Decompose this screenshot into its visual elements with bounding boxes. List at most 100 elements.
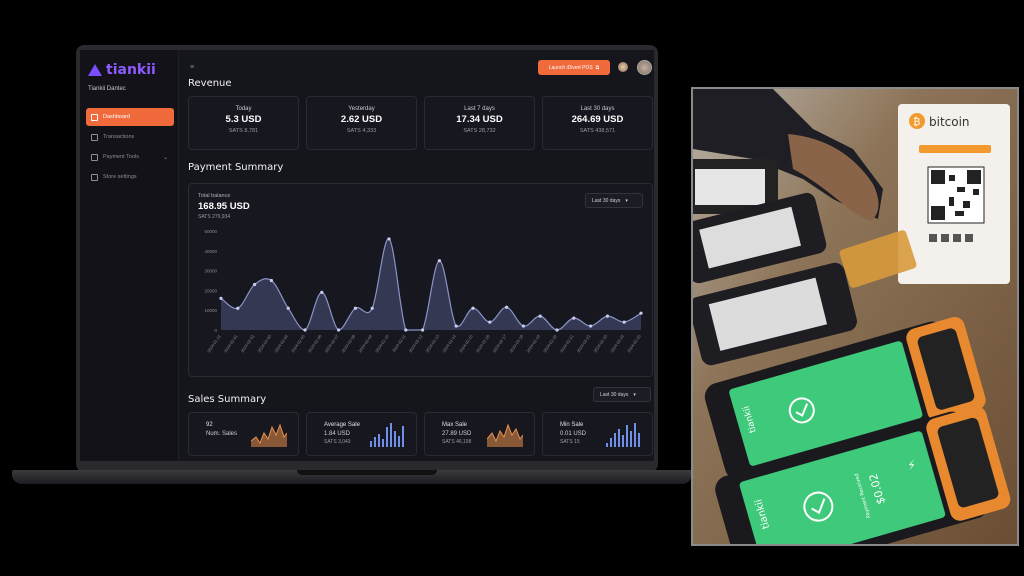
x-tick-label: 2024-02-14 [441, 333, 457, 353]
chart-point[interactable] [320, 290, 324, 294]
chart-point[interactable] [370, 306, 374, 310]
revenue-card-sats: SATS 28,732 [463, 128, 496, 134]
revenue-title: Revenue [188, 78, 232, 89]
x-tick-label: 2024-02-09 [357, 333, 373, 353]
sales-card-sats: SATS 3,043 [324, 439, 351, 445]
revenue-card-sats: SATS 438,571 [579, 128, 616, 134]
chevron-down-icon: ⌄ [162, 154, 168, 161]
store-name: Tiankii Dantec [88, 86, 126, 92]
x-tick-label: 2024-02-19 [525, 333, 541, 353]
sidebar-item-dashboard[interactable]: Dashboard [86, 108, 174, 126]
chart-point[interactable] [236, 306, 240, 310]
revenue-card-value: 2.62 USD [340, 114, 383, 125]
store-settings-icon [91, 173, 98, 181]
revenue-card-label: Yesterday [348, 106, 375, 112]
chart-point[interactable] [404, 328, 408, 332]
chart-point[interactable] [253, 282, 257, 287]
sales-card-value: Num. Sales [206, 431, 238, 437]
chart-point[interactable] [505, 305, 509, 309]
launch-pos-label: Launch iDivert POS [548, 64, 593, 71]
chart-point[interactable] [589, 324, 593, 328]
tiankii-logo-icon [88, 64, 102, 76]
chart-point[interactable] [488, 320, 492, 324]
x-tick-label: 2024-02-03 [256, 333, 272, 353]
sales-card-average-sale: Average Sale 1.84 USD SATS 3,043 [306, 412, 417, 456]
x-tick-label: 2024-02-13 [424, 333, 440, 353]
chart-point[interactable] [337, 328, 341, 332]
sales-card-sats: SATS 46,198 [442, 439, 472, 445]
language-flag-icon[interactable] [618, 62, 628, 72]
payment-range-dropdown[interactable]: Last 30 days ▾ [585, 193, 643, 208]
revenue-card-last-7-days: Last 7 days 17.34 USD SATS 28,732 [424, 96, 535, 150]
x-tick-label: 2024-02-17 [492, 333, 508, 353]
y-tick-label: 0 [214, 328, 217, 333]
x-tick-label: 2024-02-01 [223, 333, 239, 353]
total-balance-sats: SATS 279,934 [198, 214, 231, 220]
revenue-card-today: Today 5.3 USD SATS 8,781 [188, 96, 299, 150]
chart-point[interactable] [521, 324, 525, 328]
revenue-card-label: Last 7 days [464, 106, 495, 112]
brand-logo[interactable]: tiankii [88, 62, 156, 78]
chart-point[interactable] [471, 306, 475, 310]
sidebar: tiankii Tiankii Dantec Dashboard Transac… [80, 50, 179, 461]
launch-pos-button[interactable]: Launch iDivert POS ⧉ [538, 60, 610, 75]
menu-toggle-icon[interactable]: ≡ [190, 64, 195, 71]
bitcoin-label: bitcoin [929, 115, 970, 129]
sidebar-item-store-settings[interactable]: Store settings [86, 168, 174, 186]
revenue-card-label: Today [235, 106, 252, 112]
chart-point[interactable] [454, 324, 458, 328]
sales-card-max-sale: Max Sale 27.89 USD SATS 46,198 [424, 412, 535, 456]
x-tick-label: 2024-02-02 [240, 333, 256, 353]
x-tick-label: 2024-02-08 [340, 333, 356, 353]
chart-point[interactable] [622, 320, 626, 324]
brand-name: tiankii [106, 62, 156, 78]
svg-text:₿: ₿ [913, 116, 920, 128]
avatar[interactable] [637, 60, 652, 75]
sales-card-label: 92 [206, 422, 213, 428]
chevron-down-icon: ▾ [625, 197, 628, 204]
revenue-card-value: 17.34 USD [456, 114, 503, 125]
sales-card-value: 27.89 USD [442, 431, 472, 437]
dashboard-screen: tiankii Tiankii Dantec Dashboard Transac… [80, 50, 654, 461]
sales-range-dropdown[interactable]: Last 30 days ▾ [593, 387, 651, 402]
revenue-card-sats: SATS 8,781 [228, 128, 259, 134]
sparkline-bars [606, 423, 640, 447]
sparkline-area [487, 423, 523, 447]
chart-point[interactable] [437, 259, 441, 263]
chart-point[interactable] [286, 306, 290, 310]
chart-series-line [220, 238, 642, 331]
dashboard-icon [91, 113, 98, 121]
chart-point[interactable] [269, 278, 273, 283]
chart-point[interactable] [387, 237, 391, 241]
revenue-card-yesterday: Yesterday 2.62 USD SATS 4,333 [306, 96, 417, 150]
x-tick-label: 2024-01-31 [206, 333, 222, 353]
x-tick-label: 2024-02-16 [475, 333, 491, 353]
revenue-card-value: 264.69 USD [571, 114, 624, 125]
revenue-card-sats: SATS 4,333 [346, 128, 377, 134]
chart-point[interactable] [538, 314, 542, 318]
x-tick-label: 2024-02-20 [542, 333, 558, 353]
chart-point[interactable] [421, 328, 425, 332]
x-tick-label: 2024-02-05 [290, 333, 306, 353]
chart-point[interactable] [572, 316, 576, 320]
chart-point[interactable] [555, 328, 559, 332]
chart-point[interactable] [303, 328, 307, 332]
external-link-icon: ⧉ [595, 64, 600, 71]
revenue-card-last-30-days: Last 30 days 264.69 USD SATS 438,571 [542, 96, 653, 150]
sales-card-sats: SATS 15 [560, 439, 580, 445]
x-tick-label: 2024-02-12 [408, 333, 424, 353]
sparkline-area [251, 423, 287, 447]
sidebar-item-transactions[interactable]: Transactions [86, 128, 174, 146]
pos-devices-photo: ₿ bitcoin tiankii [691, 87, 1019, 546]
chart-point[interactable] [605, 314, 609, 318]
chart-point[interactable] [353, 306, 357, 310]
revenue-card-value: 5.3 USD [225, 114, 262, 125]
y-tick-label: 30000 [204, 269, 217, 274]
revenue-card-label: Last 30 days [580, 106, 615, 112]
sidebar-item-payment-tools[interactable]: Payment Tools ⌄ [86, 148, 174, 166]
lightning-icon: ⚡ [906, 457, 918, 473]
sales-card-min-sale: Min Sale 0.01 USD SATS 15 [542, 412, 653, 456]
chart-point[interactable] [219, 296, 223, 300]
chevron-down-icon: ▾ [633, 391, 636, 398]
chart-point[interactable] [639, 311, 643, 315]
